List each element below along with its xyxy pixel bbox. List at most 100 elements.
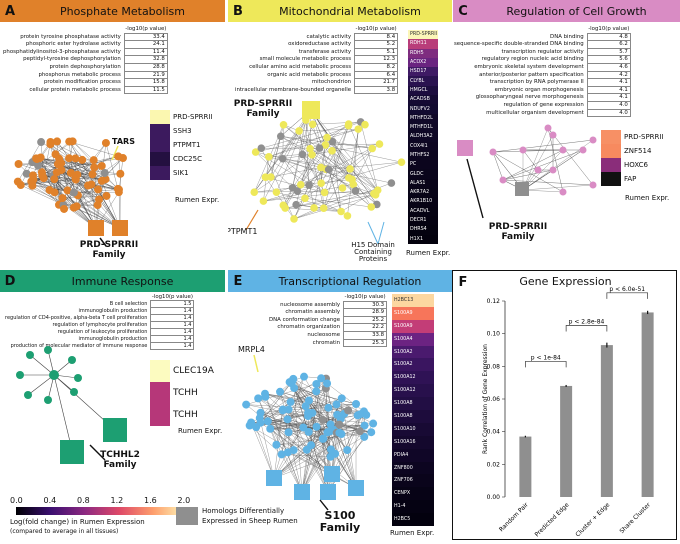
- panel-b-node: [295, 127, 303, 135]
- panel-c-family-text: PRD-SPRRII Family: [488, 222, 548, 242]
- panel-a-legend-swatch: [150, 110, 170, 124]
- panel-e-family-node: [320, 484, 336, 500]
- panel-e-node: [323, 379, 332, 388]
- panel-b-network: [245, 101, 406, 245]
- panel-c-node: [579, 146, 587, 154]
- panel-d-scale-tick: 2.0: [177, 496, 191, 505]
- panel-b-node: [279, 120, 288, 129]
- panel-b-node: [351, 187, 360, 195]
- panel-b-domain-text: H15 Domain Containing Proteins: [351, 241, 395, 263]
- panel-e-node: [307, 441, 316, 450]
- panel-e-term: chromatin: [312, 339, 341, 346]
- panel-b-edge: [283, 124, 376, 195]
- panel-a-node: [102, 191, 111, 200]
- panel-b-family-node: [302, 101, 320, 119]
- panel-d-edge: [29, 354, 55, 376]
- panel-e-legend-title: Rumen Expr.: [390, 529, 435, 537]
- panel-d-legend-item: TCHH: [150, 382, 214, 404]
- gray-caption-2: Expressed in Sheep Rumen: [202, 517, 298, 525]
- panel-c-term: DNA binding: [550, 33, 584, 40]
- panel-d-go-table: -log10(p value) B cell selection 1.5 immun…: [4, 294, 195, 350]
- panel-b-node: [328, 137, 337, 146]
- panel-c-gray-node: [515, 182, 529, 196]
- panel-e-node: [286, 397, 295, 406]
- panel-c-legend-title: Rumen Expr.: [625, 194, 670, 202]
- panel-b-node: [292, 200, 300, 209]
- panel-b-edge: [321, 144, 326, 184]
- panel-d-term: regulation of leukocyte proliferation: [57, 329, 148, 335]
- panel-c-edge: [492, 151, 564, 193]
- panel-a-legend-swatch: [150, 166, 170, 180]
- panel-b-edge: [323, 125, 349, 209]
- panel-d-term: immunoglobulin production: [78, 308, 148, 314]
- panel-d-row: production of molecular mediator of immu…: [4, 342, 195, 350]
- panel-b-term: cellular amino acid metabolic process: [249, 63, 352, 70]
- panel-c-term: regulatory region nucleic acid binding: [481, 56, 584, 63]
- panel-b-edge: [324, 125, 349, 193]
- panel-d-legend-label: TCHH: [173, 410, 198, 420]
- panel-a-node: [90, 163, 99, 172]
- panel-d-term: regulation of lymphocyte proliferation: [52, 322, 148, 328]
- panel-b-edge: [310, 148, 351, 170]
- panel-a-legend-label: CDC25C: [173, 155, 202, 163]
- panel-d-node: [24, 391, 32, 399]
- panel-a-node: [100, 169, 109, 178]
- panel-e-family-node: [294, 484, 310, 500]
- panel-e-edge: [260, 412, 374, 424]
- panel-c-term: multicellular organism development: [486, 109, 584, 116]
- panel-b-edge: [276, 168, 351, 193]
- panel-e-edge: [273, 456, 331, 479]
- panel-d-legend-label: TCHH: [173, 388, 198, 398]
- panel-b-bar-label: AKR1B10: [408, 197, 438, 207]
- panel-b-node: [371, 191, 380, 199]
- panel-c-legend-item: ZNF514: [601, 144, 664, 158]
- panel-b-node: [257, 144, 266, 153]
- panel-b-node: [259, 197, 268, 205]
- panel-e-node: [283, 415, 292, 424]
- panel-a-term: protein tyrosine phosphatase activity: [20, 33, 121, 40]
- panel-d-legend-swatch: [150, 360, 170, 382]
- panel-a-term: phosphatidylinositol-3-phosphatase activ…: [3, 48, 121, 55]
- panel-d-scale-caption-2: (compared to average in all tissues): [10, 528, 119, 535]
- panel-b-node: [293, 187, 302, 195]
- panel-b-edge: [298, 130, 349, 178]
- panel-a-node: [89, 156, 98, 165]
- panel-e-family-node: [266, 470, 282, 486]
- panel-e-bar-label: H1-4: [392, 500, 434, 514]
- panel-b-bar-label: CLYBL: [408, 76, 438, 86]
- panel-b-bar-label: MTHFS2: [408, 150, 438, 161]
- panel-a-term: peptidyl-tyrosine dephosphorylation: [23, 56, 121, 63]
- panel-d-scale-tick: 1.6: [144, 496, 157, 505]
- panel-b-edge: [326, 169, 372, 208]
- panel-b-node: [298, 150, 307, 159]
- panel-a-edge: [105, 142, 119, 189]
- panel-e-node: [278, 406, 287, 415]
- panel-e-family-node: [324, 466, 340, 482]
- panel-a-node: [14, 159, 23, 168]
- panel-c-edge: [522, 184, 594, 191]
- panel-a-node: [73, 170, 82, 179]
- panel-c-node: [589, 181, 597, 189]
- panel-c-legend-item: HOXC6: [601, 158, 664, 172]
- panel-a-legend-item: SIK1: [150, 166, 213, 180]
- panel-a-legend-swatch: [150, 152, 170, 166]
- panel-d-edge: [53, 374, 73, 451]
- panel-d-node: [68, 356, 76, 364]
- panel-b-value: 3.8: [354, 85, 399, 95]
- panel-e-node: [343, 446, 352, 455]
- panel-b-bar-label: GLDC: [408, 169, 438, 179]
- panel-b-edge: [282, 124, 284, 159]
- panel-b-node: [320, 188, 329, 197]
- panel-b-edge: [311, 154, 372, 208]
- panel-b-bar-label: AKR7A2: [408, 188, 438, 198]
- panel-b-node: [306, 144, 314, 153]
- panel-e-mrpl4-label: MRPL4: [238, 345, 265, 354]
- panel-e-edge: [250, 422, 275, 479]
- panel-e-edge: [303, 407, 329, 428]
- panel-b-node: [343, 212, 352, 220]
- panel-a-family-text: PRD-SPRRII Family: [79, 240, 139, 260]
- panel-a-family-pointer: [99, 237, 107, 247]
- panel-e-node: [299, 423, 308, 432]
- panel-d-node: [44, 396, 52, 404]
- panel-b-term: transferase activity: [298, 48, 352, 55]
